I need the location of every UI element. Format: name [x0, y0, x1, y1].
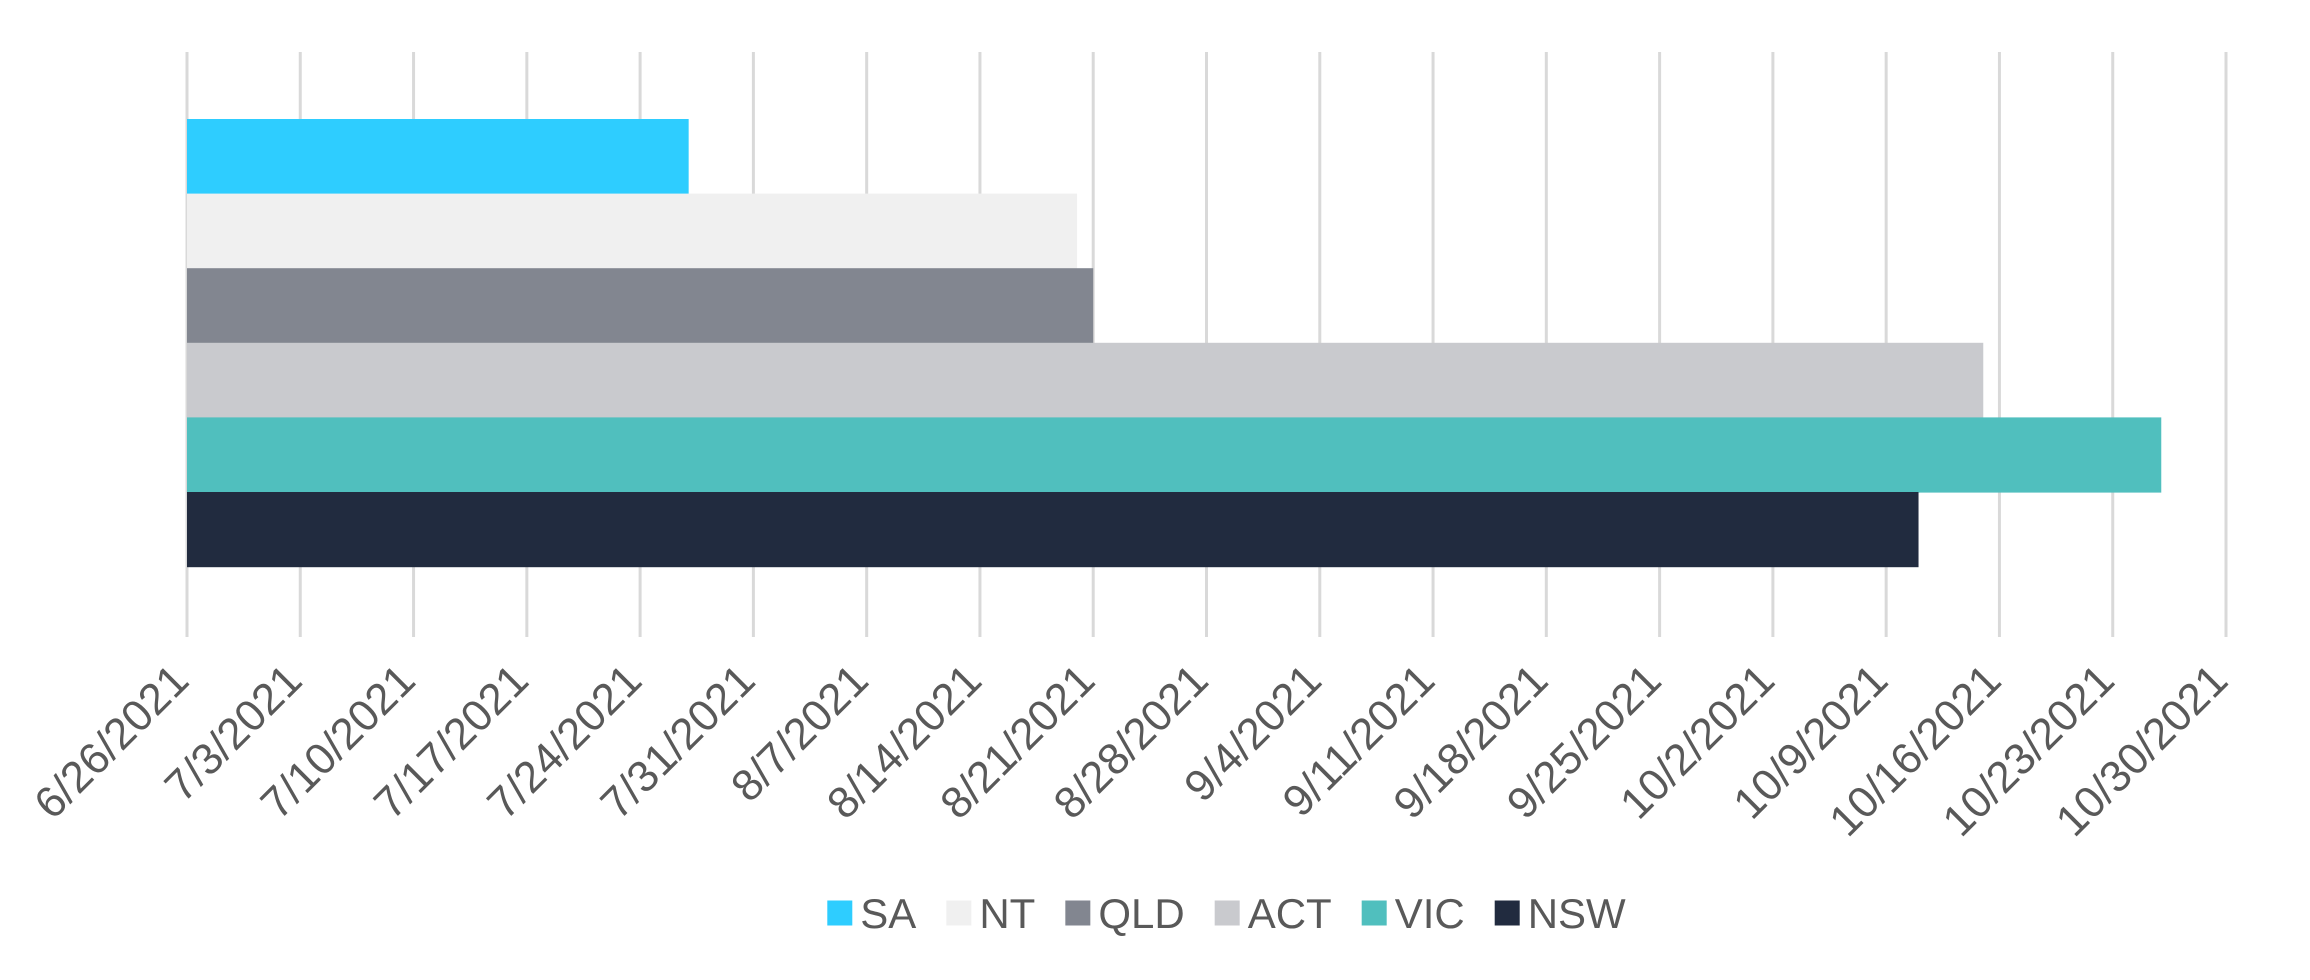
bar-qld	[187, 268, 1094, 344]
bar-act	[187, 342, 1984, 418]
legend-swatch-act	[1214, 900, 1240, 926]
bar-sa	[187, 119, 689, 195]
legend-label-nt: NT	[979, 890, 1035, 937]
legend-label-qld: QLD	[1098, 890, 1184, 937]
legend: SA NT QLD ACT VIC NSW	[827, 890, 1626, 937]
legend-swatch-sa	[827, 900, 853, 926]
bar-nt	[187, 193, 1078, 269]
x-axis-tick-labels: 6/26/20217/3/20217/10/20217/17/20217/24/…	[25, 655, 2237, 845]
legend-label-nsw: NSW	[1528, 890, 1626, 937]
bars	[187, 119, 2162, 568]
x-tick-label: 6/26/2021	[25, 655, 198, 828]
bar-nsw	[187, 492, 1919, 568]
legend-swatch-qld	[1065, 900, 1091, 926]
legend-label-sa: SA	[860, 890, 916, 937]
bar-vic	[187, 417, 2162, 493]
legend-swatch-nt	[946, 900, 972, 926]
legend-label-vic: VIC	[1395, 890, 1465, 937]
legend-swatch-nsw	[1494, 900, 1520, 926]
legend-label-act: ACT	[1248, 890, 1332, 937]
legend-swatch-vic	[1361, 900, 1387, 926]
